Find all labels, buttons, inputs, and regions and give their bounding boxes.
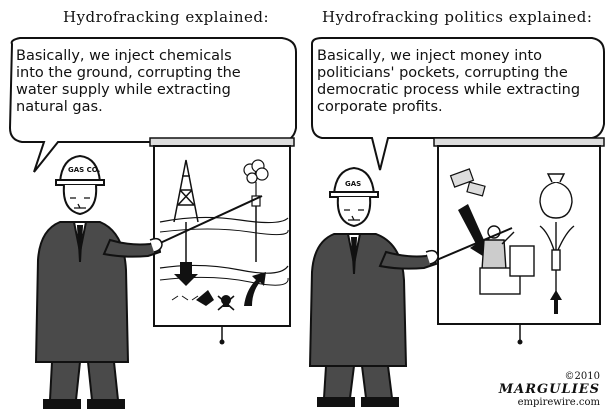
presentation-board-right bbox=[433, 137, 605, 345]
businessman-right bbox=[308, 166, 439, 407]
pointer-stick-left bbox=[157, 195, 263, 245]
speech-line: corporate profits. bbox=[317, 99, 443, 115]
down-arrow-icon bbox=[458, 204, 490, 258]
dollar-bill-icon bbox=[449, 168, 486, 197]
money-bag-icon bbox=[539, 173, 573, 219]
speech-text-right: Basically, we inject money into politici… bbox=[317, 48, 580, 116]
artist-name: MARGULIES bbox=[498, 382, 600, 397]
copyright-text: ©2010 bbox=[564, 371, 600, 382]
speech-line: water supply while extracting bbox=[16, 82, 231, 98]
oil-derrick-icon bbox=[173, 159, 199, 262]
hard-hat-label-right: GAS bbox=[345, 180, 362, 188]
panel-title-left: Hydrofracking explained: bbox=[63, 8, 270, 26]
site-url: empirewire.com bbox=[517, 397, 600, 408]
politician-figure bbox=[479, 225, 535, 295]
artist-signature: ©2010 MARGULIES empirewire.com bbox=[499, 370, 600, 409]
hard-hat-label-left: GAS CO. bbox=[68, 166, 101, 174]
speech-line: Basically, we inject chemicals bbox=[16, 48, 232, 64]
flame-icon bbox=[243, 159, 269, 207]
pointer-stick-right bbox=[431, 227, 513, 263]
up-arrow-icon bbox=[244, 272, 266, 306]
speech-line: natural gas. bbox=[16, 99, 103, 115]
presentation-board-left bbox=[149, 137, 295, 345]
speech-line: democratic process while extracting bbox=[317, 82, 581, 98]
up-arrow-icon bbox=[550, 290, 562, 314]
panel-title-right: Hydrofracking politics explained: bbox=[322, 8, 593, 26]
fountain-icon bbox=[539, 222, 575, 298]
down-arrow-icon bbox=[174, 262, 198, 286]
speech-line: politicians' pockets, corrupting the bbox=[317, 65, 568, 81]
businessman-left bbox=[34, 154, 163, 409]
speech-text-left: Basically, we inject chemicals into the … bbox=[16, 48, 241, 116]
speech-line: into the ground, corrupting the bbox=[16, 65, 241, 81]
speech-bubble-right bbox=[311, 37, 605, 171]
skull-icon bbox=[217, 295, 235, 311]
speech-line: Basically, we inject money into bbox=[317, 48, 543, 64]
